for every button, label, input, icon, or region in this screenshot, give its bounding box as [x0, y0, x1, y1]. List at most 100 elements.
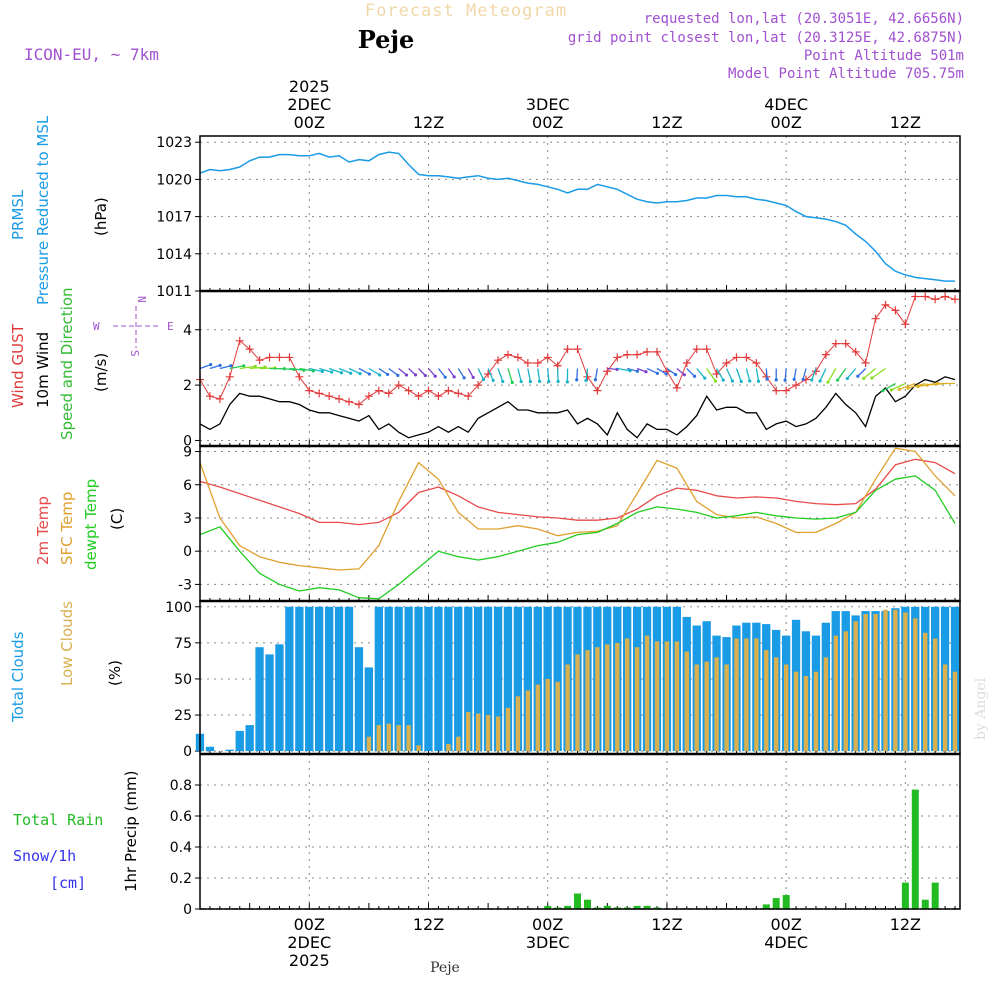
wind-direction-arrow	[338, 367, 352, 374]
low-cloud-bar	[774, 657, 779, 752]
low-cloud-bar	[565, 664, 570, 752]
low-cloud-bar	[535, 684, 540, 752]
model-label: ICON-EU, ~ 7km	[24, 45, 159, 64]
gust-marker	[255, 356, 264, 365]
low-cloud-bar	[674, 641, 680, 752]
rain-bar	[564, 905, 572, 909]
wind-arrow-head	[889, 388, 894, 392]
wind-arrow-head	[935, 381, 939, 386]
total-cloud-bar	[513, 606, 522, 752]
dewpoint-line	[199, 475, 956, 600]
total-cloud-bar	[553, 606, 562, 752]
wind-arrow-head	[664, 372, 668, 376]
wind-arrow-head	[443, 375, 447, 379]
wind-direction-arrow	[891, 382, 906, 391]
total-cloud-bar	[275, 644, 284, 752]
total-cloud-bar	[404, 606, 413, 752]
low-cloud-bar	[873, 614, 878, 752]
wind-direction-arrow	[497, 368, 504, 382]
top-axis-label: 12Z	[413, 113, 444, 132]
total-cloud-bar	[444, 606, 453, 752]
low-cloud-bar	[833, 635, 838, 752]
wind-arrow-head	[682, 373, 686, 377]
wind-direction-arrow	[696, 368, 706, 379]
wind-direction-arrow	[358, 367, 370, 375]
clouds-ytick-label: 50	[174, 672, 192, 688]
wind-direction-arrow	[527, 368, 532, 382]
wind-direction-arrow	[827, 368, 837, 383]
wind-arrow-head	[756, 379, 761, 383]
wind-arrow-head	[765, 377, 769, 381]
wind-arrow-head	[810, 378, 814, 382]
low-cloud-bar	[704, 661, 709, 752]
gust-marker	[633, 350, 642, 359]
bottom-axis-label: 12Z	[890, 915, 921, 934]
pressure-panel: 1011 1014 1017 1020 1023	[156, 135, 961, 300]
gust-marker	[593, 386, 602, 395]
gust-marker	[523, 358, 532, 367]
gridpoint-coordinates: grid point closest lon,lat (20.3125E, 42…	[568, 30, 964, 46]
total-cloud-bar	[434, 606, 443, 752]
wind-direction-arrow	[676, 368, 685, 376]
total-cloud-bar	[533, 606, 542, 752]
low-cloud-bar	[813, 671, 819, 752]
total-cloud-bar	[493, 606, 503, 752]
low-cloud-bar	[823, 657, 829, 752]
low-cloud-bar	[495, 716, 501, 752]
wind-arrow-head	[674, 372, 678, 377]
compass-s-label: S	[128, 350, 141, 357]
low-cloud-bar	[664, 641, 670, 752]
wind-arrow-head	[703, 376, 707, 380]
wind-arrow-head	[404, 373, 409, 377]
low-cloud-bar	[376, 725, 381, 752]
gust-marker	[931, 295, 940, 304]
wind-direction-arrow	[229, 365, 244, 370]
rain-bar	[901, 882, 909, 909]
clouds-ytick-label: 0	[183, 744, 192, 760]
wind-direction-arrow	[239, 365, 256, 370]
gust-marker	[871, 314, 880, 323]
wind-arrow-head	[242, 364, 246, 368]
precip-ytick-label: 0.2	[170, 871, 192, 887]
wind-direction-arrow	[594, 368, 599, 380]
low-cloud-bar	[694, 664, 699, 752]
wind-arrow-head	[826, 380, 830, 384]
wind-direction-arrow	[846, 368, 857, 379]
low-cloud-bar	[843, 631, 848, 752]
wind-direction-arrow	[765, 368, 768, 380]
wind-arrow-head	[881, 389, 885, 393]
requested-coordinates: requested lon,lat (20.3051E, 42.6656N)	[644, 11, 964, 27]
gust-marker	[374, 386, 383, 395]
wind-direction-arrow	[319, 367, 332, 373]
wind-direction-arrow	[487, 368, 494, 381]
wind-arrow-head	[229, 364, 233, 368]
wind-direction-arrow	[388, 367, 399, 376]
wind-direction-arrow	[437, 368, 446, 378]
wind-direction-arrow	[686, 368, 696, 377]
pressure-ytick-label: 1020	[156, 172, 192, 188]
low-cloud-bar	[942, 664, 948, 752]
wind-direction-arrow	[706, 368, 717, 382]
low-cloud-bar	[754, 638, 759, 752]
low-cloud-bar	[893, 609, 898, 752]
low-cloud-bar	[634, 647, 640, 752]
low-cloud-bar	[724, 664, 729, 752]
pressure-ytick-label: 1017	[156, 210, 192, 226]
wind-direction-arrow	[607, 367, 618, 371]
wind-arrow-head	[339, 371, 344, 375]
wind-direction-arrow	[378, 367, 388, 375]
pressure-label-2: Pressure Reduced to MSL	[34, 115, 52, 305]
gust-marker	[454, 389, 463, 398]
precip-ytick-label: 0.4	[170, 840, 192, 856]
wind-arrow-head	[925, 383, 929, 387]
gust-marker	[414, 392, 423, 401]
clouds-ytick-label: 25	[174, 708, 192, 724]
rain-bar	[643, 905, 651, 909]
gust-marker	[831, 339, 840, 348]
gust-marker	[563, 345, 572, 354]
temperature-ytick-label: 9	[183, 445, 192, 461]
low-cloud-bar	[684, 651, 689, 752]
low-cloud-bar	[615, 642, 620, 752]
wind-arrow-head	[462, 376, 466, 380]
gust-marker	[861, 358, 870, 367]
